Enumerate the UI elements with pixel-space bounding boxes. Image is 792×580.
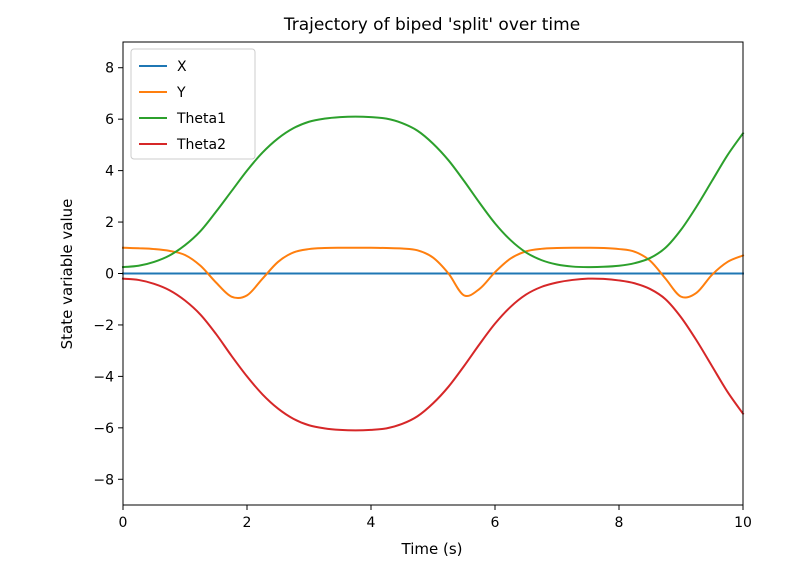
y-axis: −8 −6 −4 −2 0 2 4 6 8: [93, 61, 123, 488]
x-tick-label: 4: [367, 515, 376, 531]
series-line-theta2: [121, 277, 745, 432]
y-tick-label: 4: [105, 164, 114, 180]
y-tick-label: 0: [105, 267, 114, 283]
x-axis-label: Time (s): [401, 540, 463, 558]
y-axis-label: State variable value: [58, 199, 76, 350]
y-tick-label: 8: [105, 61, 114, 77]
x-tick-label: 6: [491, 515, 500, 531]
legend: XY Theta1 Theta2: [130, 48, 256, 160]
series-line-theta1: [121, 115, 745, 269]
legend-label: Y: [176, 85, 186, 101]
x-tick-label: 0: [119, 515, 128, 531]
legend-label: Theta2: [176, 137, 226, 153]
legend-item-y: Y: [139, 85, 186, 101]
series-line-y: [121, 246, 745, 299]
y-tick-label: 2: [105, 215, 114, 231]
legend-label: X: [177, 59, 187, 75]
x-tick-label: 10: [734, 515, 752, 531]
y-tick-label: −8: [93, 472, 114, 488]
y-tick-label: 6: [105, 112, 114, 128]
legend-box: [130, 48, 256, 160]
chart-title: Trajectory of biped 'split' over time: [283, 15, 580, 35]
y-tick-label: −6: [93, 421, 114, 437]
legend-item-theta1: Theta1: [139, 111, 226, 127]
x-axis: 0 2 4 6 8 10: [119, 505, 752, 531]
legend-item-x: X: [139, 59, 187, 75]
plot-lines: [121, 115, 745, 432]
y-tick-label: −2: [93, 318, 114, 334]
x-tick-label: 2: [243, 515, 252, 531]
legend-label: Theta1: [176, 111, 226, 127]
legend-item-theta2: Theta2: [139, 137, 226, 153]
x-tick-label: 8: [615, 515, 624, 531]
y-tick-label: −4: [93, 369, 114, 385]
